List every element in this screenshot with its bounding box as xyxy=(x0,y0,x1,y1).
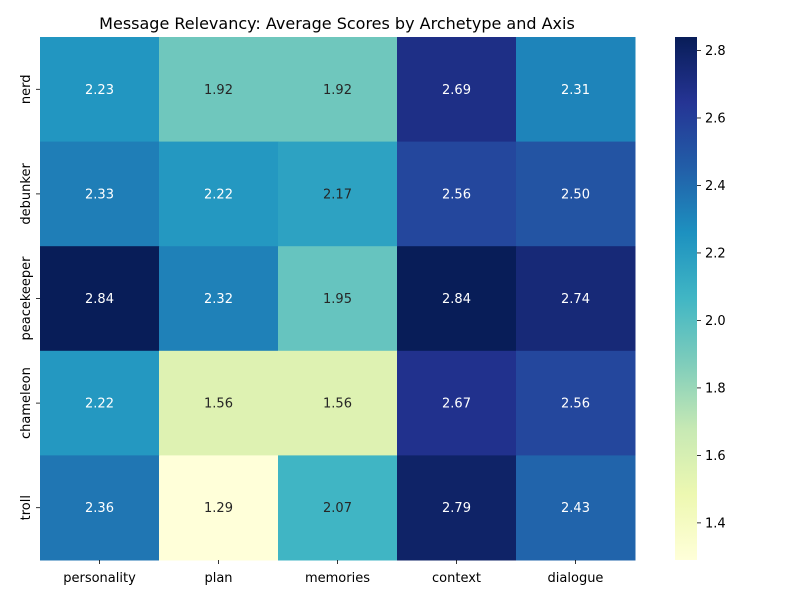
heatmap-cell-nerd-plan xyxy=(159,37,279,143)
y-tick-label: debunker xyxy=(19,163,34,225)
cell-value-label: 2.33 xyxy=(85,187,114,202)
cell-value-label: 2.22 xyxy=(85,397,114,412)
heatmap-cell-chameleon-context xyxy=(397,350,517,456)
cell-value-label: 2.31 xyxy=(561,83,590,98)
cell-value-label: 2.23 xyxy=(85,83,114,98)
heatmap-cell-chameleon-memories xyxy=(278,350,398,456)
heatmap-cell-peacekeeper-personality xyxy=(40,246,160,352)
x-tick-label: memories xyxy=(305,571,370,586)
cell-value-label: 2.84 xyxy=(85,292,114,307)
y-tick-label: peacekeeper xyxy=(19,256,34,341)
colorbar-tick-label: 2.6 xyxy=(705,111,726,126)
cell-value-label: 2.36 xyxy=(85,501,114,516)
x-axis: personality plan memories context dialogue xyxy=(63,560,603,586)
cell-value-label: 2.43 xyxy=(561,501,590,516)
heatmap-cell-troll-context xyxy=(397,455,517,561)
cell-value-label: 1.92 xyxy=(204,83,233,98)
cell-value-label: 2.07 xyxy=(323,501,352,516)
cell-value-label: 2.74 xyxy=(561,292,590,307)
y-tick-label: chameleon xyxy=(19,367,34,439)
cell-value-label: 1.56 xyxy=(204,397,233,412)
colorbar-tick-label: 1.6 xyxy=(705,449,726,464)
colorbar-gradient xyxy=(675,37,697,560)
heatmap-cell-peacekeeper-dialogue xyxy=(516,246,636,352)
cell-value-label: 2.79 xyxy=(442,501,471,516)
colorbar-tick-label: 2.8 xyxy=(705,44,726,59)
cell-value-label: 1.92 xyxy=(323,83,352,98)
cell-value-label: 2.84 xyxy=(442,292,471,307)
y-tick-label: troll xyxy=(19,495,34,520)
cell-value-label: 1.56 xyxy=(323,397,352,412)
cell-value-label: 2.69 xyxy=(442,83,471,98)
heatmap-cell-debunker-context xyxy=(397,141,517,247)
heatmap-cell-chameleon-personality xyxy=(40,350,160,456)
cell-value-label: 1.29 xyxy=(204,501,233,516)
cell-value-label: 2.56 xyxy=(442,187,471,202)
cell-value-label: 2.67 xyxy=(442,397,471,412)
heatmap-cell-debunker-plan xyxy=(159,141,279,247)
x-tick-label: personality xyxy=(63,571,136,586)
heatmap-cell-nerd-dialogue xyxy=(516,37,636,143)
heatmap-cell-troll-memories xyxy=(278,455,398,561)
colorbar-tick-label: 1.4 xyxy=(705,516,726,531)
colorbar-tick-label: 2.2 xyxy=(705,246,726,261)
heatmap-cell-chameleon-plan xyxy=(159,350,279,456)
heatmap-cell-peacekeeper-plan xyxy=(159,246,279,352)
heatmap-cell-nerd-context xyxy=(397,37,517,143)
heatmap-cell-debunker-dialogue xyxy=(516,141,636,247)
heatmap-cell-nerd-memories xyxy=(278,37,398,143)
x-tick-label: plan xyxy=(204,571,232,586)
cell-value-label: 2.22 xyxy=(204,187,233,202)
x-tick-label: dialogue xyxy=(548,571,604,586)
heatmap-cell-troll-plan xyxy=(159,455,279,561)
heatmap-cells xyxy=(40,37,636,561)
heatmap-cell-peacekeeper-context xyxy=(397,246,517,352)
heatmap-cell-troll-dialogue xyxy=(516,455,636,561)
chart-title: Message Relevancy: Average Scores by Arc… xyxy=(99,14,575,33)
colorbar-tick-label: 2.0 xyxy=(705,314,726,329)
y-axis: nerd debunker peacekeeper chameleon troll xyxy=(19,74,40,520)
colorbar: 1.4 1.6 1.8 2.0 2.2 2.4 2.6 2.8 xyxy=(675,37,726,560)
cell-value-label: 2.17 xyxy=(323,187,352,202)
heatmap-cell-troll-personality xyxy=(40,455,160,561)
heatmap-cell-nerd-personality xyxy=(40,37,160,143)
heatmap-cell-labels: 2.23 1.92 1.92 2.69 2.31 2.33 2.22 2.17 2.56 2.50… xyxy=(85,83,590,516)
heatmap-cell-chameleon-dialogue xyxy=(516,350,636,456)
colorbar-tick-label: 2.4 xyxy=(705,179,726,194)
y-tick-label: nerd xyxy=(19,74,34,104)
heatmap-cell-debunker-personality xyxy=(40,141,160,247)
heatmap-cell-peacekeeper-memories xyxy=(278,246,398,352)
cell-value-label: 2.56 xyxy=(561,397,590,412)
heatmap-cell-debunker-memories xyxy=(278,141,398,247)
cell-value-label: 1.95 xyxy=(323,292,352,307)
cell-value-label: 2.50 xyxy=(561,187,590,202)
x-tick-label: context xyxy=(432,571,481,586)
cell-value-label: 2.32 xyxy=(204,292,233,307)
colorbar-tick-label: 1.8 xyxy=(705,381,726,396)
